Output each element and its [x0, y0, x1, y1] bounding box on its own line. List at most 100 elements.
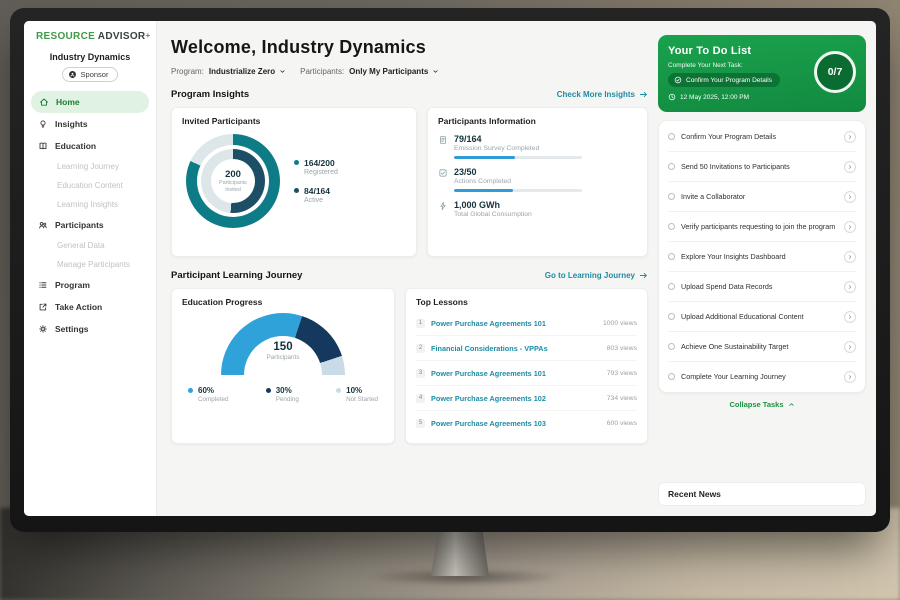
- legend-label: Completed: [198, 396, 229, 403]
- chevron-right-icon[interactable]: [844, 340, 856, 353]
- sidebar-item-take-action[interactable]: Take Action: [24, 296, 156, 318]
- sidebar-item-manage-participants[interactable]: Manage Participants: [57, 260, 130, 269]
- go-to-learning-journey-label: Go to Learning Journey: [544, 271, 635, 280]
- legend-dot: [294, 160, 299, 165]
- legend-item-completed: 60% Completed: [188, 386, 228, 403]
- legend-value: 30%: [275, 386, 292, 395]
- legend-dot: [265, 388, 271, 393]
- task-checkbox[interactable]: [668, 253, 675, 260]
- lesson-rank: 1: [416, 318, 425, 328]
- sidebar-item-general-data[interactable]: General Data: [57, 241, 105, 250]
- sidebar-item-education-content[interactable]: Education Content: [57, 181, 123, 190]
- lesson-link[interactable]: Power Purchase Agreements 101: [431, 368, 546, 378]
- participants-select[interactable]: Only My Participants: [349, 67, 439, 76]
- go-to-learning-journey-link[interactable]: Go to Learning Journey: [545, 271, 648, 280]
- nav-label: Home: [56, 97, 80, 107]
- todo-due-date: 12 May 2025, 12:00 PM: [680, 93, 750, 101]
- sidebar-item-program[interactable]: Program: [24, 274, 156, 296]
- lesson-link[interactable]: Financial Considerations - VPPAs: [431, 343, 548, 353]
- legend-value: 164/200: [304, 158, 335, 168]
- sidebar-item-learning-journey[interactable]: Learning Journey: [57, 162, 119, 171]
- task-checkbox[interactable]: [668, 163, 675, 170]
- legend-label: Active: [304, 197, 324, 204]
- task-item[interactable]: Verify participants requesting to join t…: [668, 211, 856, 241]
- legend-text: 84/164 Active: [304, 186, 330, 204]
- education-progress-card: Education Progress 150 Participants: [171, 288, 395, 444]
- collapse-tasks-button[interactable]: Collapse Tasks: [658, 400, 866, 409]
- task-item[interactable]: Confirm Your Program Details: [668, 122, 856, 151]
- lesson-row: 5 Power Purchase Agreements 103 600 view…: [416, 410, 637, 435]
- task-item[interactable]: Invite a Collaborator: [668, 181, 856, 211]
- task-item[interactable]: Explore Your Insights Dashboard: [668, 241, 856, 271]
- sponsor-badge[interactable]: Sponsor: [61, 67, 119, 82]
- collapse-tasks-label: Collapse Tasks: [729, 400, 784, 409]
- lesson-link[interactable]: Power Purchase Agreements 101: [431, 318, 546, 328]
- next-task-label: Confirm Your Program Details: [686, 76, 772, 84]
- recent-news-card[interactable]: Recent News: [658, 482, 866, 506]
- task-item[interactable]: Complete Your Learning Journey: [668, 361, 856, 391]
- check-more-insights-link[interactable]: Check More Insights: [557, 90, 648, 99]
- insights-cards-row: Invited Participants 200 Participants In…: [171, 107, 648, 257]
- actions-progressbar: [454, 189, 582, 192]
- monitor-stand-shadow: [365, 568, 565, 586]
- todo-tasks-card: Confirm Your Program Details Send 50 Inv…: [658, 120, 866, 393]
- task-checkbox[interactable]: [668, 283, 675, 290]
- task-item[interactable]: Achieve One Sustainability Target: [668, 331, 856, 361]
- content-area: Welcome, Industry Dynamics Program: Indu…: [157, 21, 876, 516]
- task-item[interactable]: Send 50 Invitations to Participants: [668, 151, 856, 181]
- chevron-right-icon[interactable]: [844, 190, 856, 203]
- task-checkbox[interactable]: [668, 193, 675, 200]
- learning-cards-row: Education Progress 150 Participants: [171, 288, 648, 444]
- task-checkbox[interactable]: [668, 373, 675, 380]
- logo-advisor: ADVISOR: [97, 31, 146, 42]
- chevron-right-icon[interactable]: [844, 370, 856, 383]
- top-lessons-card: Top Lessons 1 Power Purchase Agreements …: [405, 288, 648, 444]
- lesson-link[interactable]: Power Purchase Agreements 102: [431, 393, 546, 403]
- sidebar: RESOURCE ADVISOR+ Industry Dynamics Spon…: [24, 21, 157, 516]
- chevron-right-icon[interactable]: [844, 310, 856, 323]
- sidebar-item-insights[interactable]: Insights: [24, 113, 156, 135]
- sidebar-item-settings[interactable]: Settings: [24, 318, 156, 340]
- gauge-center-value: 150: [273, 341, 293, 353]
- chevron-right-icon[interactable]: [844, 220, 856, 233]
- monitor-bezel: RESOURCE ADVISOR+ Industry Dynamics Spon…: [10, 8, 890, 532]
- chevron-right-icon[interactable]: [844, 130, 856, 143]
- sidebar-item-education[interactable]: Education: [24, 135, 156, 157]
- insights-icon: [40, 120, 46, 128]
- task-checkbox[interactable]: [668, 313, 675, 320]
- legend-dot: [294, 188, 299, 193]
- next-task-pill[interactable]: Confirm Your Program Details: [668, 73, 780, 87]
- gauge-clip: [221, 313, 345, 375]
- task-label: Explore Your Insights Dashboard: [681, 251, 786, 261]
- task-item[interactable]: Upload Spend Data Records: [668, 271, 856, 301]
- task-checkbox[interactable]: [668, 343, 675, 350]
- task-checkbox[interactable]: [668, 223, 675, 230]
- program-select[interactable]: Industrialize Zero: [209, 67, 286, 76]
- checklist-icon: [439, 169, 447, 177]
- sidebar-item-home[interactable]: Home: [31, 91, 149, 113]
- education-icon: [39, 142, 47, 150]
- info-label: Actions Completed: [454, 178, 512, 185]
- logo-plus: +: [145, 31, 151, 40]
- home-icon: [40, 98, 48, 106]
- nav-label: Take Action: [55, 302, 103, 312]
- lesson-link[interactable]: Power Purchase Agreements 103: [431, 418, 546, 428]
- screen: RESOURCE ADVISOR+ Industry Dynamics Spon…: [24, 21, 876, 516]
- chevron-right-icon[interactable]: [844, 250, 856, 263]
- chevron-right-icon[interactable]: [844, 280, 856, 293]
- take-action-icon: [39, 303, 47, 311]
- invited-card-body: 200 Participants Invited 164/200: [182, 134, 406, 228]
- chevron-right-icon[interactable]: [844, 160, 856, 173]
- org-name: Industry Dynamics: [49, 52, 131, 62]
- task-item[interactable]: Upload Additional Educational Content: [668, 301, 856, 331]
- legend-item-registered: 164/200 Registered: [294, 158, 338, 176]
- sidebar-item-learning-insights[interactable]: Learning Insights: [57, 200, 118, 209]
- check-circle-icon: [674, 76, 682, 84]
- program-select-value: Industrialize Zero: [208, 67, 276, 76]
- sidebar-item-participants[interactable]: Participants: [24, 214, 156, 236]
- invited-donut-chart: 200 Participants Invited: [186, 134, 280, 228]
- lesson-row: 2 Financial Considerations - VPPAs 803 v…: [416, 335, 637, 360]
- task-checkbox[interactable]: [668, 133, 675, 140]
- lesson-rank: 3: [416, 368, 425, 378]
